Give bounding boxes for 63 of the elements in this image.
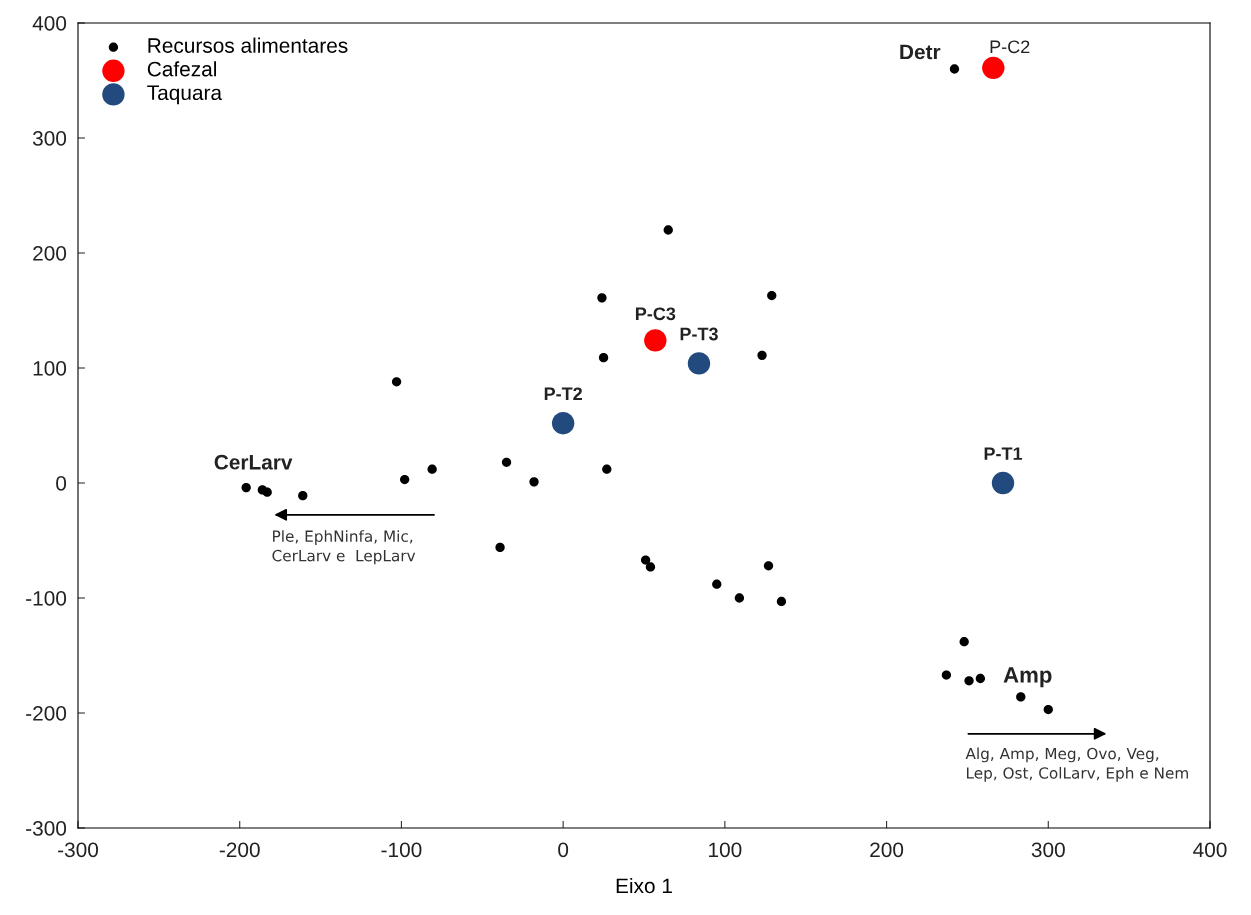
point (959, 637, 969, 647)
point (391, 377, 402, 387)
point (597, 293, 607, 303)
point (776, 596, 787, 607)
point (495, 542, 505, 553)
point (982, 56, 1005, 80)
point (262, 487, 272, 497)
y-tick-label: 400 (32, 16, 67, 31)
y-tick-label: 200 (33, 246, 67, 261)
x-tick-label: -100 (381, 842, 422, 858)
point (964, 676, 974, 686)
point (767, 290, 777, 301)
y-tick-label: -200 (26, 706, 67, 721)
point (1043, 704, 1053, 715)
annotation: P-C2 (990, 40, 1030, 54)
x-tick-label: 0 (558, 842, 569, 858)
point (529, 477, 539, 487)
y-tick-label: 0 (56, 476, 67, 491)
point (551, 412, 575, 435)
point (734, 593, 745, 603)
point (298, 490, 308, 501)
point (602, 464, 612, 474)
point (991, 471, 1015, 495)
point (757, 350, 767, 361)
y-tick-label: -100 (26, 591, 67, 606)
annotation: Ple, EphNinfa, Mic, CerLarv e LepLarv (272, 530, 416, 565)
x-tick-label: 300 (1031, 842, 1065, 858)
point (640, 555, 651, 565)
y-tick-label: -300 (26, 821, 67, 836)
point (400, 474, 410, 485)
point (598, 352, 609, 363)
annotation: P-T1 (984, 447, 1023, 460)
y-tick-label: 100 (33, 361, 67, 376)
annotation: P-T3 (680, 327, 718, 341)
annotation: P-C3 (635, 307, 676, 321)
annotation: Amp (1003, 667, 1052, 688)
legend-label: Taquara (147, 85, 223, 105)
legend-label: Recursos alimentares (148, 37, 348, 53)
point (975, 673, 986, 684)
x-tick-label: 200 (870, 842, 904, 858)
annotation: Alg, Amp, Meg, Ovo, Veg, Lep, Ost, ColLarv, Eph e Nem (965, 747, 1188, 782)
x-tick-label: 400 (1193, 842, 1227, 858)
y-tick-label: 300 (32, 131, 67, 146)
point (941, 670, 952, 680)
x-axis-title: Eixo 1 (616, 877, 672, 894)
point (712, 579, 722, 589)
point (645, 562, 656, 572)
point (763, 561, 774, 571)
x-tick-label: -300 (58, 842, 99, 858)
x-tick-label: 100 (709, 842, 742, 858)
point (644, 329, 667, 352)
point (687, 352, 711, 375)
point (949, 64, 960, 74)
point (241, 482, 251, 493)
legend-label: Cafezal (147, 61, 216, 77)
annotation: CerLarv (214, 454, 293, 470)
x-tick-label: -200 (219, 842, 260, 858)
annotation: P-T2 (544, 387, 582, 401)
point (501, 457, 512, 467)
point (427, 464, 437, 474)
annotation: Detr (900, 44, 941, 60)
point (663, 225, 673, 235)
point (1016, 692, 1026, 702)
